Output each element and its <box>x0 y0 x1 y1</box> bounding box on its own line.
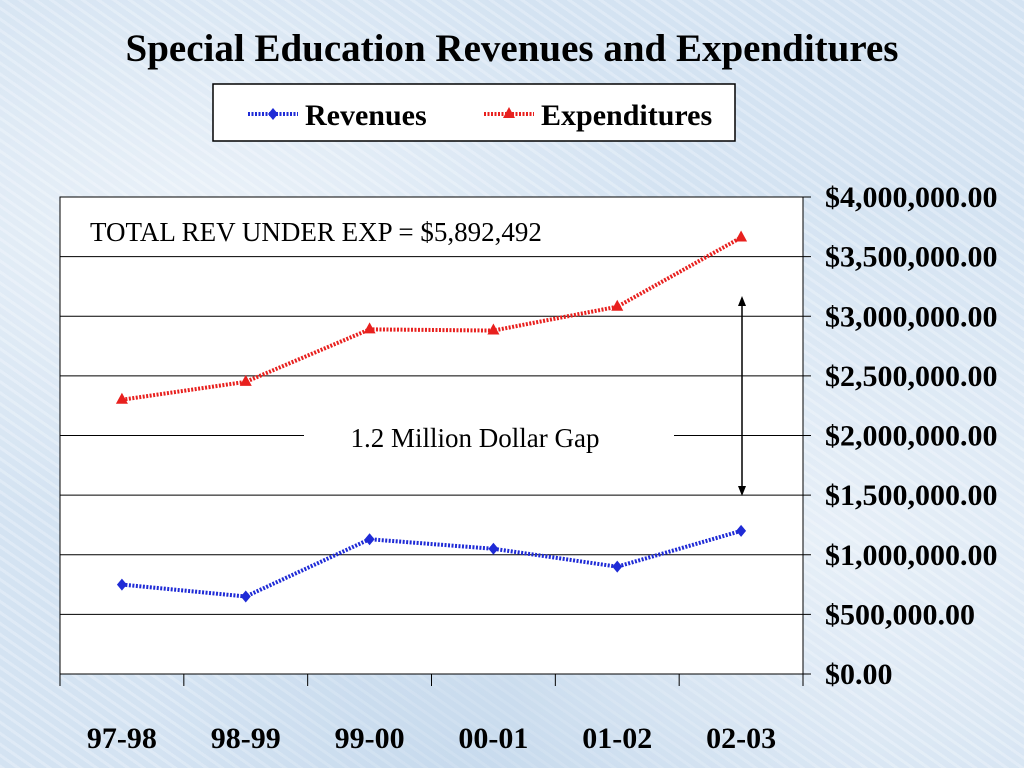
diamond-marker <box>364 533 375 546</box>
diamond-marker <box>736 524 747 537</box>
legend-label: Revenues <box>305 99 427 132</box>
x-tick-label: 98-99 <box>211 722 281 755</box>
series-line <box>121 235 743 402</box>
diamond-marker <box>116 578 127 591</box>
legend-box <box>212 83 736 142</box>
gap-arrow-head-bottom <box>738 486 746 496</box>
legend-item-revenues: Revenues <box>248 99 427 132</box>
triangle-marker <box>487 323 500 335</box>
y-tick-label: $1,500,000.00 <box>825 479 998 512</box>
gap-label-background <box>304 420 674 456</box>
gap-annotation: 1.2 Million Dollar Gap <box>304 296 746 496</box>
triangle-marker <box>115 392 128 404</box>
diamond-marker <box>240 590 251 603</box>
y-tick-label: $1,000,000.00 <box>825 539 998 572</box>
x-tick-label: 01-02 <box>582 722 652 755</box>
triangle-marker <box>735 230 748 242</box>
diamond-marker <box>612 560 623 573</box>
triangle-marker <box>363 322 376 334</box>
diamond-marker <box>488 542 499 555</box>
legend: Revenues Expenditures <box>212 83 736 142</box>
y-tick-label: $500,000.00 <box>825 598 975 631</box>
y-tick-label: $3,500,000.00 <box>825 241 998 274</box>
x-tick-label: 02-03 <box>706 722 776 755</box>
gap-label: 1.2 Million Dollar Gap <box>351 423 600 453</box>
legend-item-expenditures: Expenditures <box>484 99 712 132</box>
y-tick-label: $4,000,000.00 <box>825 181 998 214</box>
diamond-marker <box>268 108 278 120</box>
y-tick-label: $2,500,000.00 <box>825 360 998 393</box>
chart-title: Special Education Revenues and Expenditu… <box>125 27 899 70</box>
y-tick-label: $3,000,000.00 <box>825 300 998 333</box>
series-expenditures <box>115 230 748 404</box>
triangle-marker <box>611 299 624 311</box>
y-tick-label: $2,000,000.00 <box>825 420 998 453</box>
gap-arrow-head-top <box>738 296 746 306</box>
series-revenues <box>116 524 747 603</box>
triangle-marker <box>503 107 515 118</box>
x-tick-label: 97-98 <box>87 722 157 755</box>
series-line <box>121 528 742 599</box>
x-tick-label: 99-00 <box>335 722 405 755</box>
triangle-marker <box>239 374 252 386</box>
y-tick-label: $0.00 <box>825 658 893 691</box>
x-tick-label: 00-01 <box>458 722 528 755</box>
legend-label: Expenditures <box>541 99 712 132</box>
total-annotation: TOTAL REV UNDER EXP = $5,892,492 <box>90 217 542 247</box>
